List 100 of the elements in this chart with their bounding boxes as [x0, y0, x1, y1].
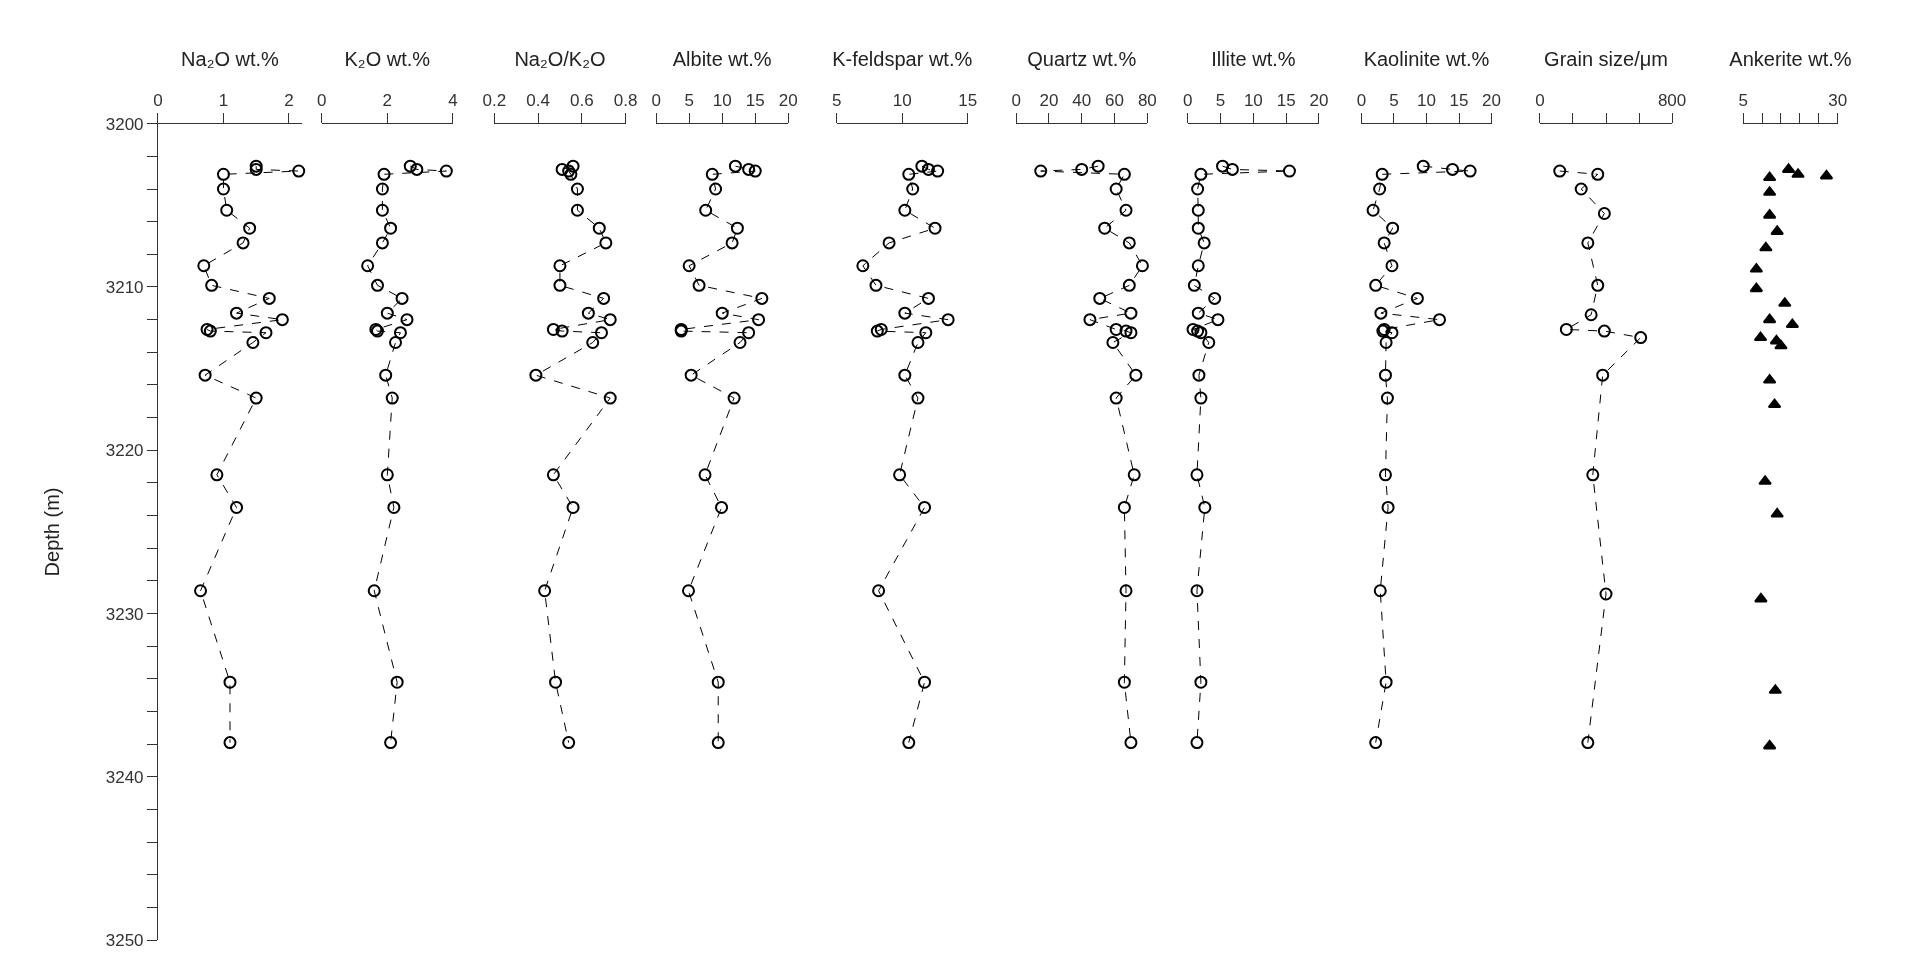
- x-axis-title: Ankerite wt.%: [1729, 48, 1852, 71]
- point: [1282, 164, 1296, 178]
- point: [1135, 259, 1149, 273]
- point: [546, 322, 560, 336]
- point: [1194, 167, 1208, 181]
- point: [1109, 391, 1123, 405]
- point: [1774, 339, 1788, 350]
- point: [911, 391, 925, 405]
- point: [1378, 468, 1392, 482]
- y-axis-title: Depth (m): [41, 487, 64, 577]
- point: [1119, 324, 1133, 338]
- point: [1770, 225, 1784, 235]
- point: [594, 326, 608, 340]
- point: [367, 584, 381, 598]
- point: [546, 468, 560, 482]
- point: [566, 159, 580, 173]
- point: [1369, 736, 1383, 750]
- point: [1767, 398, 1782, 409]
- point: [1191, 259, 1205, 273]
- point: [385, 391, 399, 405]
- point: [599, 236, 613, 250]
- point: [919, 326, 933, 340]
- point: [882, 236, 896, 250]
- x-tick-label: 5: [1215, 90, 1226, 110]
- point: [410, 162, 424, 176]
- x-tick-label: 4: [448, 90, 458, 110]
- point: [921, 162, 935, 176]
- point: [555, 324, 569, 338]
- point: [902, 736, 916, 750]
- point: [400, 313, 414, 327]
- point: [380, 468, 394, 482]
- point: [555, 162, 569, 176]
- point: [1187, 278, 1201, 292]
- x-tick-label: 0: [1356, 90, 1367, 110]
- x-axis-title: K₂O wt.%: [344, 48, 431, 71]
- x-tick-label: 30: [1828, 90, 1848, 110]
- point: [1119, 203, 1133, 217]
- point: [682, 584, 695, 598]
- y-tick-label: 3210: [105, 277, 144, 297]
- point: [748, 164, 762, 178]
- x-tick-label: 10: [1243, 90, 1263, 110]
- point: [384, 221, 398, 235]
- point: [1463, 164, 1477, 178]
- point: [1754, 592, 1768, 603]
- point: [1211, 313, 1225, 327]
- point: [1194, 391, 1208, 405]
- point: [1591, 278, 1605, 292]
- x-tick-label: 0: [1535, 90, 1545, 110]
- point: [733, 336, 747, 350]
- point: [1034, 164, 1048, 178]
- point: [1190, 584, 1204, 598]
- x-tick-label: 1: [218, 90, 229, 110]
- point: [1574, 182, 1588, 196]
- point: [1553, 164, 1567, 178]
- x-axis-title: Kaolinite wt.%: [1363, 48, 1490, 71]
- x-axis-title: Grain size/μm: [1544, 48, 1668, 71]
- point: [1192, 368, 1206, 382]
- point: [1124, 736, 1138, 750]
- point: [915, 159, 929, 173]
- point: [715, 306, 729, 320]
- point: [395, 291, 409, 305]
- point: [439, 164, 453, 178]
- point: [1194, 675, 1208, 689]
- point: [1785, 318, 1800, 329]
- point: [549, 675, 563, 689]
- point: [1762, 171, 1777, 182]
- point: [727, 391, 741, 405]
- point: [553, 259, 567, 273]
- point: [941, 313, 955, 327]
- point: [1762, 739, 1777, 750]
- point: [1778, 297, 1792, 307]
- x-tick-label: 0.8: [613, 90, 638, 110]
- x-tick-label: 40: [1072, 90, 1092, 110]
- point: [1597, 324, 1611, 338]
- point: [898, 306, 912, 320]
- point: [752, 313, 766, 327]
- point: [1109, 182, 1123, 196]
- point: [1380, 391, 1394, 405]
- point: [698, 468, 712, 482]
- point: [699, 203, 713, 217]
- point: [1117, 500, 1131, 514]
- point: [1791, 168, 1805, 178]
- point: [1581, 236, 1595, 250]
- point: [566, 500, 580, 514]
- x-tick-label: 20: [1482, 90, 1502, 110]
- x-tick-label: 10: [1417, 90, 1436, 110]
- point: [715, 500, 729, 514]
- point: [1186, 322, 1200, 336]
- point: [874, 322, 888, 336]
- point: [1122, 278, 1136, 292]
- point: [1198, 500, 1212, 514]
- x-axis-title: Albite wt.%: [672, 48, 772, 71]
- point: [725, 236, 739, 250]
- point: [1075, 162, 1089, 176]
- point: [370, 278, 384, 292]
- point: [581, 306, 595, 320]
- x-tick-label: 15: [1449, 90, 1469, 110]
- point: [538, 584, 552, 598]
- point: [1083, 313, 1097, 327]
- x-tick-label: 2: [284, 90, 294, 110]
